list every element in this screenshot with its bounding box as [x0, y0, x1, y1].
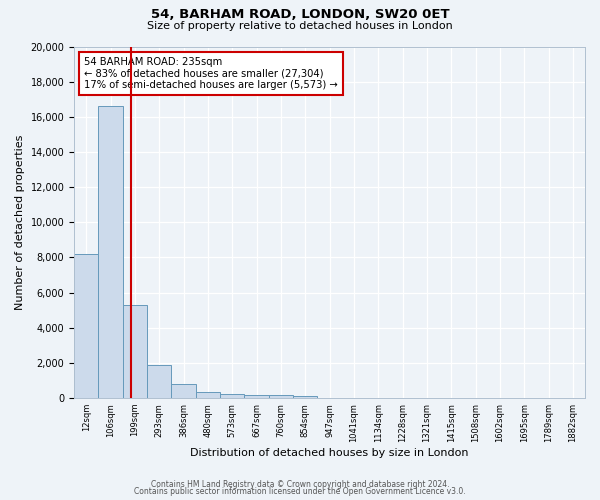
Text: Size of property relative to detached houses in London: Size of property relative to detached ho…: [147, 21, 453, 31]
Bar: [244, 395, 269, 398]
Text: Contains public sector information licensed under the Open Government Licence v3: Contains public sector information licen…: [134, 488, 466, 496]
Bar: [269, 396, 293, 398]
X-axis label: Distribution of detached houses by size in London: Distribution of detached houses by size …: [190, 448, 469, 458]
Text: 54 BARHAM ROAD: 235sqm
← 83% of detached houses are smaller (27,304)
17% of semi: 54 BARHAM ROAD: 235sqm ← 83% of detached…: [85, 57, 338, 90]
Text: 54, BARHAM ROAD, LONDON, SW20 0ET: 54, BARHAM ROAD, LONDON, SW20 0ET: [151, 8, 449, 20]
Bar: [123, 305, 147, 398]
Bar: [220, 394, 244, 398]
Bar: [74, 254, 98, 398]
Bar: [293, 396, 317, 398]
Text: Contains HM Land Registry data © Crown copyright and database right 2024.: Contains HM Land Registry data © Crown c…: [151, 480, 449, 489]
Bar: [196, 392, 220, 398]
Y-axis label: Number of detached properties: Number of detached properties: [15, 134, 25, 310]
Bar: [98, 106, 123, 398]
Bar: [147, 366, 172, 398]
Bar: [172, 384, 196, 398]
